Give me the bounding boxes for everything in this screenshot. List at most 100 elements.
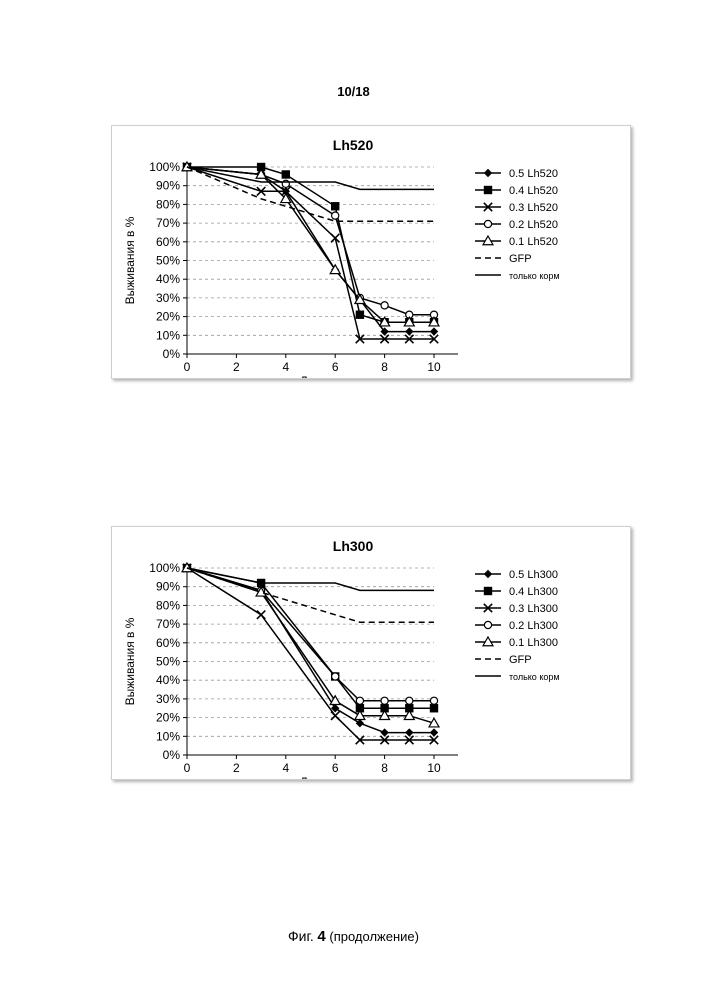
legend-item: GFP xyxy=(475,253,532,265)
data-point xyxy=(429,696,439,705)
gridlines xyxy=(187,166,434,336)
data-point xyxy=(380,728,389,737)
series-line xyxy=(186,567,434,741)
y-tick-label: 60% xyxy=(156,235,180,249)
legend-item: только корм xyxy=(475,271,560,281)
y-tick-label: 80% xyxy=(156,598,180,612)
series-0-3-lh300 xyxy=(182,563,439,745)
series-0-2-lh520 xyxy=(182,162,439,319)
data-point xyxy=(355,696,365,705)
data-point xyxy=(404,735,415,745)
y-tick-label: 80% xyxy=(156,197,180,211)
legend-marker xyxy=(483,620,493,630)
legend-label: 0.5 Lh520 xyxy=(509,168,558,180)
y-tick-label: 0% xyxy=(163,748,181,762)
data-point xyxy=(403,316,416,327)
data-point xyxy=(331,202,340,211)
data-point xyxy=(329,694,342,706)
legend-item: только корм xyxy=(475,672,560,682)
y-tick-label: 70% xyxy=(156,617,180,631)
data-point xyxy=(429,334,439,344)
data-point xyxy=(429,728,439,737)
series-0-1-lh520 xyxy=(180,160,441,327)
data-point xyxy=(353,709,366,721)
data-point xyxy=(255,168,268,179)
series-gfp xyxy=(186,166,434,222)
y-tick-label: 60% xyxy=(156,636,180,650)
legend-marker xyxy=(483,603,493,613)
series-gfp xyxy=(186,567,434,623)
data-point xyxy=(256,609,266,620)
data-point xyxy=(404,334,415,344)
data-point xyxy=(379,334,390,344)
x-tick-label: 10 xyxy=(427,761,441,775)
x-tick-label: 10 xyxy=(427,360,441,374)
data-point xyxy=(281,170,290,179)
data-point xyxy=(331,704,340,713)
legend-label: 0.3 Lh300 xyxy=(509,603,558,615)
data-point xyxy=(281,186,291,197)
legend-label: GFP xyxy=(509,654,532,666)
data-point xyxy=(427,717,441,728)
legend-marker xyxy=(483,202,493,212)
chart-title: Lh300 xyxy=(333,538,374,554)
data-point xyxy=(429,735,439,745)
data-point xyxy=(329,263,342,275)
data-point xyxy=(256,162,266,172)
data-point xyxy=(380,696,389,705)
series-только-корм xyxy=(186,166,434,191)
x-axis-label: Дни xyxy=(300,775,321,779)
legend-item: 0.3 Lh520 xyxy=(475,202,558,214)
legend-marker xyxy=(481,635,495,647)
x-tick-label: 8 xyxy=(381,761,388,775)
series-line xyxy=(186,166,434,191)
figure-caption: Фиг. 4 (продолжение) xyxy=(0,928,707,945)
data-point xyxy=(330,672,340,681)
series-0-4-lh520 xyxy=(182,162,439,327)
x-tick-label: 0 xyxy=(184,360,191,374)
x-tick-label: 0 xyxy=(184,761,191,775)
series-line xyxy=(186,166,434,333)
x-tick-label: 4 xyxy=(282,761,289,775)
data-point xyxy=(330,710,340,721)
legend-item: 0.5 Lh300 xyxy=(475,569,558,581)
legend-label: только корм xyxy=(509,271,560,281)
legend-marker xyxy=(483,168,493,178)
data-point xyxy=(256,186,266,197)
legend-item: 0.1 Lh520 xyxy=(475,234,558,248)
series-line xyxy=(186,166,434,340)
data-point xyxy=(380,327,389,336)
legend-label: только корм xyxy=(509,672,560,682)
series-line xyxy=(186,166,434,222)
data-point xyxy=(405,728,414,737)
data-point xyxy=(379,735,390,745)
y-tick-label: 20% xyxy=(156,711,180,725)
x-tick-label: 8 xyxy=(381,360,388,374)
gridlines xyxy=(187,567,434,737)
data-point xyxy=(380,301,389,310)
data-point xyxy=(380,704,389,713)
legend-item: 0.4 Lh520 xyxy=(475,185,558,197)
data-point xyxy=(405,704,414,713)
y-tick-label: 10% xyxy=(156,328,180,342)
legend-label: 0.5 Lh300 xyxy=(509,569,558,581)
x-tick-label: 6 xyxy=(332,761,339,775)
data-point xyxy=(378,709,391,721)
data-point xyxy=(355,334,365,344)
x-tick-label: 2 xyxy=(233,761,240,775)
y-tick-label: 10% xyxy=(156,729,180,743)
y-tick-label: 20% xyxy=(156,310,180,324)
legend-label: 0.1 Lh520 xyxy=(509,236,558,248)
series-line xyxy=(186,567,434,592)
legend: 0.5 Lh300 0.4 Lh300 0.3 Lh300 0.2 Lh300 0.1 … xyxy=(475,569,560,682)
x-tick-label: 4 xyxy=(282,360,289,374)
legend-marker xyxy=(481,234,495,246)
series-line xyxy=(187,166,434,323)
legend: 0.5 Lh520 0.4 Lh520 0.3 Lh520 0.2 Lh520 0.1 … xyxy=(475,168,560,281)
legend-item: 0.2 Lh520 xyxy=(475,219,558,231)
y-tick-label: 100% xyxy=(149,561,180,575)
series-только-корм xyxy=(186,567,434,592)
data-point xyxy=(355,719,365,728)
data-point xyxy=(330,233,340,243)
data-point xyxy=(330,211,340,220)
